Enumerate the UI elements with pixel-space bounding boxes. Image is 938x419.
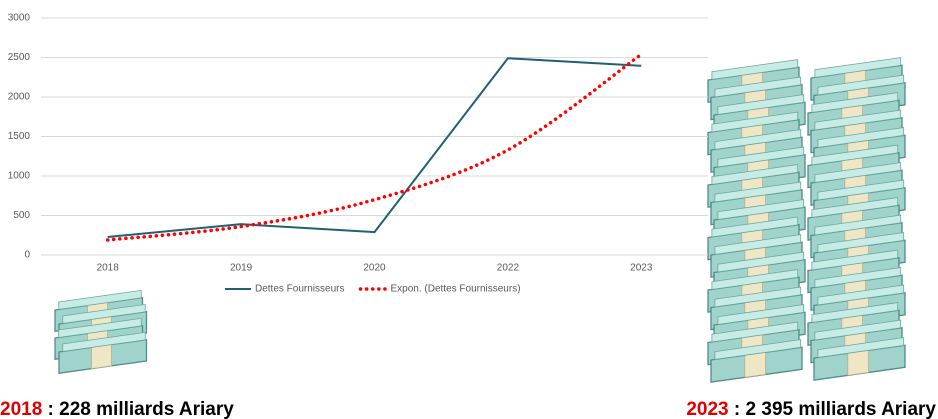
bundle-top (814, 109, 902, 131)
series-line (107, 57, 642, 238)
money-illustrations (54, 57, 906, 383)
x-tick-label: 2019 (230, 263, 253, 274)
caption-text: : 228 milliards Ariary (42, 399, 234, 419)
bundle-top (811, 197, 899, 218)
bundle-top (711, 111, 799, 133)
bundle-top (62, 303, 146, 324)
bundle-top (711, 59, 799, 80)
bundle-top (714, 76, 802, 98)
x-tick-label: 2018 (97, 263, 120, 274)
bundle-top (811, 144, 899, 166)
caption-year: 2018 (0, 399, 42, 419)
caption-text: : 2 395 milliards Ariary (729, 399, 937, 419)
bundle-top (811, 302, 899, 323)
bundle-top (711, 269, 799, 290)
bundle-top (814, 319, 902, 341)
money-bundle (710, 339, 803, 383)
caption-year: 2023 (686, 399, 728, 419)
bundle-top (62, 331, 146, 352)
bundle-top (717, 94, 805, 115)
bundle-top (711, 216, 799, 238)
bundle-top (717, 199, 805, 220)
bundle-top (58, 317, 142, 338)
bundle-band (91, 344, 112, 370)
caption-left: 2018 : 228 milliards Ariary (0, 399, 234, 419)
x-tick-label: 2023 (630, 263, 653, 274)
legend-label: Dettes Fournisseurs (255, 284, 344, 295)
bundle-top (714, 181, 802, 203)
money-bundle (813, 337, 906, 381)
y-tick-label: 2000 (8, 92, 31, 103)
bundle-top (58, 289, 142, 310)
bundle-top (817, 232, 905, 253)
bundle-top (717, 304, 805, 325)
caption-right: 2023 : 2 395 milliards Ariary (686, 399, 936, 419)
bundle-top (817, 337, 905, 358)
bundle-top (711, 164, 799, 185)
y-tick-label: 1500 (8, 131, 31, 142)
bundle-top (714, 339, 802, 360)
y-tick-label: 1000 (8, 171, 31, 182)
bundle-top (817, 284, 905, 306)
x-tick-label: 2020 (363, 263, 386, 274)
bundle-top (817, 74, 905, 96)
bundle-top (714, 234, 802, 255)
x-tick-label: 2022 (497, 263, 520, 274)
bundle-band (847, 349, 869, 376)
money-bundle (58, 331, 148, 374)
bundle-top (811, 249, 899, 271)
legend-label: Expon. (Dettes Fournisseurs) (390, 284, 520, 295)
bundle-top (714, 129, 802, 150)
bundle-top (717, 146, 805, 168)
bundle-top (814, 214, 902, 236)
series-line (105, 52, 644, 242)
bundle-top (711, 321, 799, 343)
y-tick-label: 3000 (8, 13, 31, 24)
bundle-top (814, 57, 902, 78)
bundle-band (744, 351, 766, 378)
bundle-top (814, 267, 902, 288)
y-tick-label: 0 (24, 250, 30, 261)
y-tick-label: 2500 (8, 52, 31, 63)
bundle-top (811, 92, 899, 113)
bundle-top (817, 127, 905, 148)
bundle-top (814, 162, 902, 183)
bundle-top (817, 179, 905, 201)
y-tick-label: 500 (13, 210, 30, 221)
bundle-top (717, 251, 805, 273)
bundle-top (714, 286, 802, 308)
